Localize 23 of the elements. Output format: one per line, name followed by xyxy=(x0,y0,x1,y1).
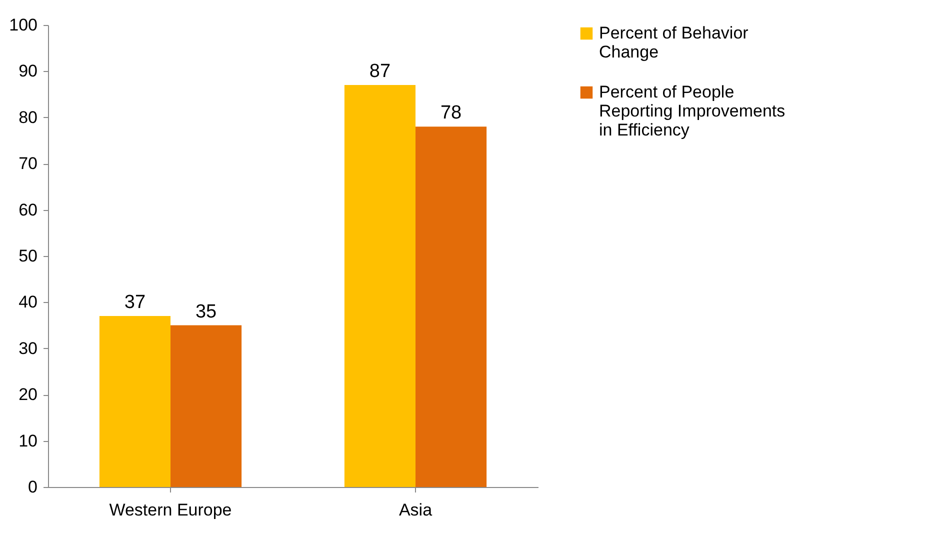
data-label: 78 xyxy=(440,102,462,124)
data-label: 35 xyxy=(195,301,217,322)
y-tick-label: 40 xyxy=(18,292,38,312)
legend-label: Percent of Behavior Change xyxy=(599,24,749,62)
x-tick-label: Western Europe xyxy=(109,500,232,520)
y-tick-label: 50 xyxy=(18,246,38,266)
y-tick-label: 0 xyxy=(28,478,38,496)
data-label: 87 xyxy=(369,61,391,82)
y-tick-label: 60 xyxy=(18,200,38,220)
y-tick-label: 30 xyxy=(18,338,38,358)
bar xyxy=(99,316,170,487)
bar xyxy=(416,126,487,487)
x-tick-label: Asia xyxy=(398,500,433,520)
bar xyxy=(344,85,416,487)
y-tick-label: 80 xyxy=(18,108,38,127)
y-tick-label: 20 xyxy=(18,385,38,404)
y-tick-label: 10 xyxy=(18,431,38,450)
y-tick-label: 90 xyxy=(18,62,38,81)
y-tick-label: 70 xyxy=(18,154,38,174)
legend-label: Percent of People Reporting Improvements in Efficiency xyxy=(599,82,786,140)
y-tick-label: 100 xyxy=(9,16,38,34)
bar xyxy=(170,325,242,487)
data-label: 37 xyxy=(124,292,146,314)
